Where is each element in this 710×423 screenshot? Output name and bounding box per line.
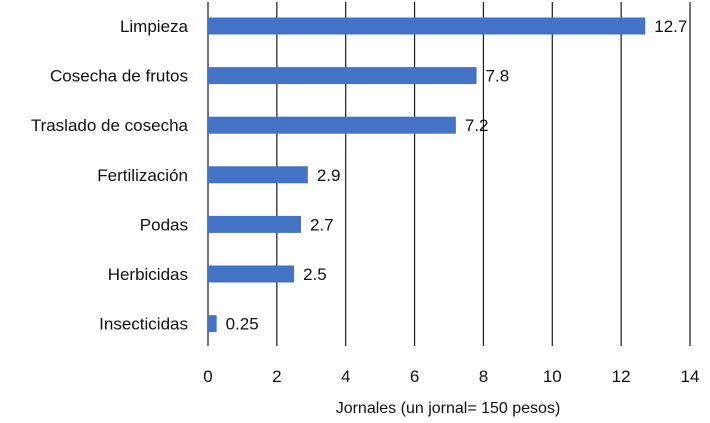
category-label: Limpieza [120,17,189,36]
data-label: 12.7 [654,17,687,36]
category-label: Herbicidas [108,265,188,284]
bar [208,215,301,233]
x-axis-tick-labels: 0 2 4 6 8 10 12 14 [203,367,699,386]
data-label: 2.7 [310,215,334,234]
data-label: 0.25 [226,315,259,334]
category-label: Insecticidas [99,315,188,334]
x-axis-title: Jornales (un jornal= 150 pesos) [336,400,561,417]
category-label: Traslado de cosecha [31,116,189,135]
x-tick-label: 14 [681,367,700,386]
x-tick-label: 6 [410,367,419,386]
bar [208,116,456,134]
category-label: Cosecha de frutos [50,67,188,86]
category-labels: Limpieza Cosecha de frutos Traslado de cos… [31,17,189,334]
x-tick-label: 2 [272,367,281,386]
category-label: Fertilización [97,166,188,185]
x-tick-label: 10 [543,367,562,386]
data-label: 2.5 [303,265,327,284]
data-label: 7.2 [465,116,489,135]
bars [208,17,646,333]
x-tick-label: 8 [479,367,488,386]
bar [208,17,646,35]
x-tick-label: 12 [612,367,631,386]
bar [208,265,295,283]
data-label: 2.9 [317,166,341,185]
bar [208,315,217,333]
data-labels: 12.7 7.8 7.2 2.9 2.7 2.5 0.25 [226,17,688,334]
gridlines [207,2,691,346]
x-tick-label: 0 [203,367,212,386]
bar [208,67,477,85]
x-tick-label: 4 [341,367,350,386]
data-label: 7.8 [486,67,510,86]
category-label: Podas [140,215,188,234]
bar [208,166,308,184]
